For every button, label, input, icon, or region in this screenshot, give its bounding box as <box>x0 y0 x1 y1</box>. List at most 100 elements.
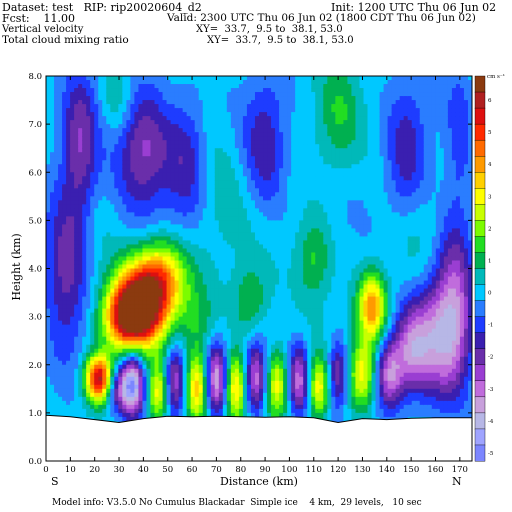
heatmap-cell <box>214 144 220 149</box>
heatmap-cell <box>202 276 208 282</box>
heatmap-cell <box>150 248 156 254</box>
heatmap-cell <box>66 316 71 322</box>
heatmap-cell <box>210 392 216 398</box>
heatmap-cell <box>182 116 188 121</box>
heatmap-cell <box>82 276 87 282</box>
heatmap-cell <box>58 288 63 294</box>
heatmap-cell <box>202 88 208 93</box>
heatmap-cell <box>118 384 123 390</box>
heatmap-cell <box>82 108 87 113</box>
heatmap-cell <box>202 208 208 213</box>
heatmap-cell <box>198 96 204 101</box>
heatmap-cell <box>198 368 204 374</box>
heatmap-cell <box>246 340 252 346</box>
heatmap-cell <box>110 276 115 282</box>
heatmap-cell <box>114 180 119 185</box>
heatmap-cell <box>158 200 164 205</box>
heatmap-cell <box>234 360 240 366</box>
heatmap-cell <box>98 328 103 334</box>
heatmap-cell <box>106 264 111 270</box>
heatmap-cell <box>238 148 244 153</box>
heatmap-cell <box>234 152 240 157</box>
heatmap-cell <box>230 356 236 362</box>
heatmap-cell <box>62 344 67 350</box>
heatmap-cell <box>166 120 172 125</box>
heatmap-cell <box>190 328 196 334</box>
heatmap-cell <box>126 104 131 109</box>
heatmap-cell <box>130 200 136 205</box>
heatmap-cell <box>118 220 123 225</box>
heatmap-cell <box>230 364 236 370</box>
heatmap-cell <box>74 368 79 374</box>
heatmap-cell <box>170 344 176 350</box>
heatmap-cell <box>94 220 99 225</box>
heatmap-cell <box>166 92 172 97</box>
heatmap-cell <box>246 368 252 374</box>
heatmap-cell <box>154 216 160 221</box>
heatmap-cell <box>162 100 168 105</box>
heatmap-cell <box>222 300 228 306</box>
heatmap-cell <box>170 304 176 310</box>
heatmap-cell <box>158 352 164 358</box>
heatmap-cell <box>50 80 55 85</box>
heatmap-cell <box>174 192 180 197</box>
heatmap-cell <box>194 84 200 89</box>
heatmap-cell <box>206 240 212 246</box>
heatmap-cell <box>234 348 240 354</box>
heatmap-cell <box>246 276 252 282</box>
heatmap-cell <box>114 372 119 378</box>
heatmap-cell <box>82 264 87 270</box>
heatmap-cell <box>178 112 184 117</box>
heatmap-cell <box>238 248 244 254</box>
heatmap-cell <box>174 264 180 270</box>
heatmap-cell <box>182 344 188 350</box>
heatmap-cell <box>114 148 119 153</box>
heatmap-cell <box>58 260 63 266</box>
heatmap-cell <box>218 144 224 149</box>
heatmap-cell <box>206 352 212 358</box>
heatmap-cell <box>66 192 71 197</box>
heatmap-cell <box>118 92 123 97</box>
heatmap-cell <box>222 232 228 238</box>
heatmap-cell <box>226 312 232 318</box>
heatmap-cell <box>130 236 136 242</box>
heatmap-cell <box>218 376 224 382</box>
heatmap-cell <box>194 148 200 153</box>
heatmap-cell <box>194 256 200 262</box>
heatmap-cell <box>90 340 95 346</box>
heatmap-cell <box>118 304 123 310</box>
heatmap-cell <box>166 216 172 221</box>
heatmap-cell <box>182 188 188 193</box>
heatmap-cell <box>194 292 200 298</box>
heatmap-cell <box>178 208 184 213</box>
heatmap-cell <box>74 396 79 402</box>
heatmap-cell <box>106 320 111 326</box>
heatmap-cell <box>58 292 63 298</box>
heatmap-cell <box>146 100 152 105</box>
heatmap-cell <box>230 304 236 310</box>
heatmap-cell <box>238 220 244 225</box>
heatmap-cell <box>134 400 140 406</box>
heatmap-cell <box>218 408 224 414</box>
heatmap-cell <box>98 236 103 242</box>
heatmap-cell <box>82 312 87 318</box>
heatmap-cell <box>162 116 168 121</box>
heatmap-cell <box>142 220 148 225</box>
heatmap-cell <box>150 76 156 81</box>
heatmap-cell <box>162 268 168 274</box>
heatmap-cell <box>142 136 148 141</box>
heatmap-cell <box>126 92 131 97</box>
heatmap-cell <box>134 388 140 394</box>
heatmap-cell <box>70 304 75 310</box>
heatmap-cell <box>250 272 256 278</box>
heatmap-cell <box>150 304 156 310</box>
heatmap-cell <box>150 92 156 97</box>
heatmap-cell <box>194 172 200 177</box>
heatmap-cell <box>250 384 256 390</box>
heatmap-cell <box>146 300 152 306</box>
heatmap-cell <box>218 104 224 109</box>
heatmap-cell <box>126 212 131 217</box>
heatmap-cell <box>210 396 216 402</box>
heatmap-cell <box>198 120 204 125</box>
heatmap-cell <box>230 400 236 406</box>
